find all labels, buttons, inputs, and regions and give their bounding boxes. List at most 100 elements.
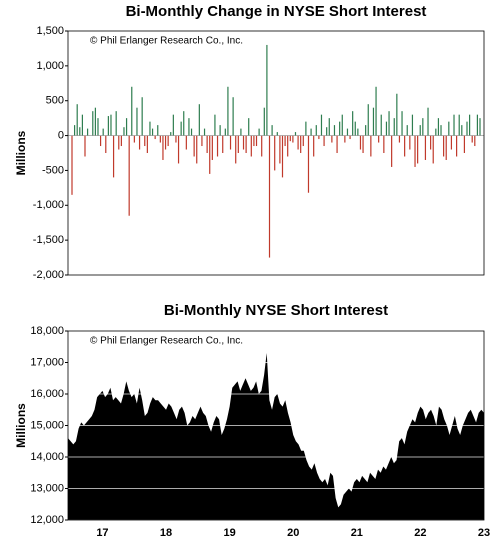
bar: [414, 135, 416, 167]
bar: [419, 125, 421, 136]
bar: [284, 135, 286, 147]
bar: [86, 128, 89, 136]
bar: [302, 135, 304, 147]
y-tick-label: 16,000: [30, 388, 64, 400]
bar: [154, 135, 156, 140]
bar: [229, 135, 232, 150]
bar: [357, 128, 359, 136]
bar: [318, 135, 320, 140]
bar: [144, 135, 146, 147]
bar: [175, 135, 177, 143]
bar: [180, 121, 182, 136]
bar: [463, 135, 466, 153]
bar: [76, 104, 78, 136]
bar: [367, 104, 369, 136]
bar: [274, 135, 276, 171]
bar: [391, 135, 393, 167]
bar: [417, 135, 419, 164]
bar: [146, 135, 148, 153]
x-tick-label: 18: [160, 527, 172, 539]
bar: [201, 135, 203, 147]
bar: [118, 135, 120, 150]
bar: [73, 125, 76, 136]
bar: [170, 132, 172, 136]
bar: [102, 128, 104, 136]
bar: [385, 121, 388, 136]
bar: [151, 128, 154, 136]
bar: [469, 114, 471, 136]
y-tick-label: -1,000: [33, 199, 64, 211]
bar: [128, 135, 130, 216]
y-tick-label: 17,000: [30, 356, 64, 368]
bar: [198, 104, 200, 136]
x-tick-label: 22: [414, 527, 426, 539]
bar: [349, 135, 351, 140]
bar: [297, 135, 299, 150]
bar: [362, 135, 364, 153]
bar: [271, 125, 273, 136]
bar: [185, 135, 187, 150]
bar: [424, 135, 427, 160]
bar: [346, 128, 349, 136]
bar: [354, 121, 356, 136]
bar: [183, 111, 185, 136]
bar: [300, 135, 302, 153]
bar: [370, 135, 372, 157]
bar: [339, 121, 341, 136]
x-tick-label: 23: [478, 527, 490, 539]
bar: [378, 135, 380, 143]
bar: [409, 135, 411, 150]
bar: [380, 114, 382, 136]
bar: [172, 114, 174, 136]
bar: [107, 116, 109, 136]
bar: [141, 97, 143, 136]
bar: [92, 111, 94, 136]
bar: [206, 135, 208, 153]
bar: [435, 128, 437, 136]
bar: [159, 135, 161, 143]
bar: [263, 107, 265, 136]
chart-title: Bi-Monthly Change in NYSE Short Interest: [126, 3, 427, 20]
bar: [331, 135, 333, 143]
bar: [396, 93, 398, 136]
bar: [333, 125, 336, 136]
bar: [461, 125, 463, 136]
bar: [110, 114, 112, 136]
y-axis-title: Millions: [14, 130, 28, 175]
bar: [214, 114, 216, 136]
x-tick-label: 17: [96, 527, 108, 539]
bar: [453, 114, 455, 136]
bar: [164, 135, 167, 150]
bar: [250, 135, 252, 157]
bar: [203, 128, 206, 136]
bar: [133, 135, 135, 143]
bar: [427, 107, 429, 136]
y-axis-title: Millions: [14, 403, 28, 448]
bar: [479, 118, 481, 136]
bar: [157, 125, 159, 136]
bar: [404, 135, 406, 157]
bar: [328, 118, 330, 136]
bar: [227, 86, 229, 136]
bar: [120, 135, 122, 147]
bar: [294, 132, 297, 136]
bar: [313, 135, 315, 157]
bar: [458, 114, 460, 136]
bar: [443, 135, 445, 157]
y-tick-label: 13,000: [30, 482, 64, 494]
y-tick-label: 500: [46, 95, 64, 107]
bar: [115, 111, 117, 136]
bar: [365, 125, 367, 136]
bar: [193, 135, 195, 157]
bar: [138, 135, 141, 150]
bar: [406, 125, 408, 136]
plot-frame: [67, 30, 485, 276]
bar: [307, 135, 310, 193]
bar: [398, 135, 401, 143]
bar: [219, 125, 221, 136]
bar: [375, 86, 377, 136]
bar: [279, 135, 281, 164]
bar: [466, 121, 468, 136]
bar: [315, 125, 317, 136]
bar: [71, 135, 73, 195]
